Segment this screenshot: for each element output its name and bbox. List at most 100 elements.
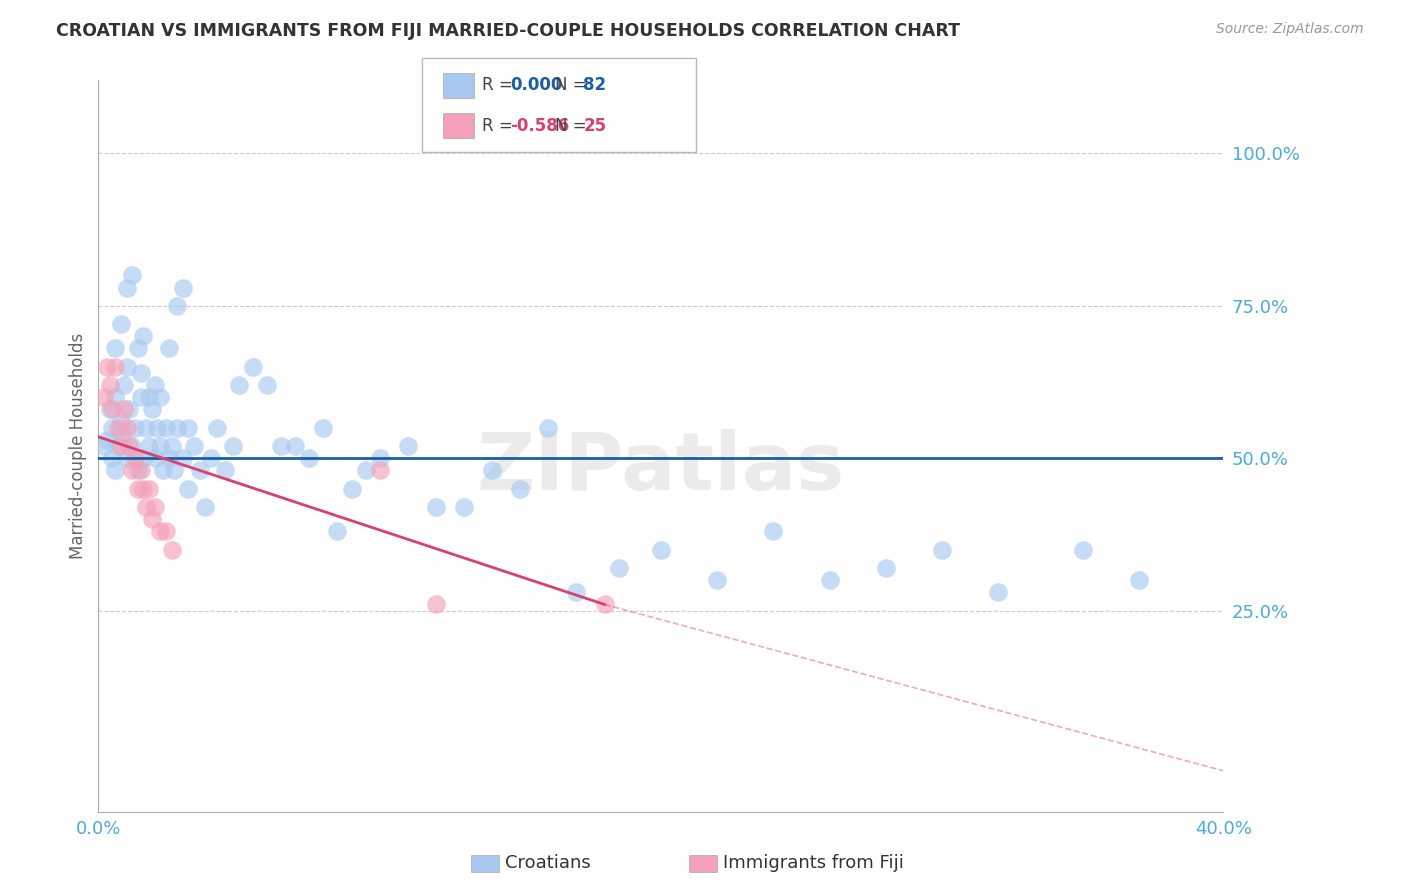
Point bbox=[132, 482, 155, 496]
Point bbox=[115, 451, 138, 466]
Point bbox=[172, 280, 194, 294]
Point bbox=[138, 482, 160, 496]
Point bbox=[565, 585, 588, 599]
Point bbox=[93, 390, 115, 404]
Point bbox=[183, 439, 205, 453]
Point bbox=[256, 378, 278, 392]
Point bbox=[129, 390, 152, 404]
Point bbox=[368, 451, 391, 466]
Point bbox=[132, 329, 155, 343]
Point bbox=[157, 451, 180, 466]
Point bbox=[270, 439, 292, 453]
Point bbox=[875, 561, 897, 575]
Point bbox=[194, 500, 217, 514]
Point bbox=[129, 463, 152, 477]
Point bbox=[101, 402, 124, 417]
Point bbox=[593, 598, 616, 612]
Point bbox=[537, 421, 560, 435]
Point bbox=[155, 421, 177, 435]
Point bbox=[607, 561, 630, 575]
Point bbox=[200, 451, 222, 466]
Point bbox=[104, 359, 127, 374]
Point bbox=[118, 439, 141, 453]
Point bbox=[143, 378, 166, 392]
Point bbox=[340, 482, 363, 496]
Point bbox=[124, 421, 146, 435]
Point bbox=[110, 317, 132, 331]
Text: N =: N = bbox=[555, 76, 592, 95]
Point bbox=[396, 439, 419, 453]
Point bbox=[143, 500, 166, 514]
Point bbox=[121, 439, 143, 453]
Point bbox=[172, 451, 194, 466]
Point bbox=[146, 421, 169, 435]
Point bbox=[1071, 542, 1094, 557]
Point bbox=[104, 390, 127, 404]
Point bbox=[326, 524, 349, 539]
Point bbox=[110, 439, 132, 453]
Text: R =: R = bbox=[482, 117, 519, 135]
Text: 82: 82 bbox=[583, 76, 606, 95]
Point bbox=[107, 439, 129, 453]
Point bbox=[214, 463, 236, 477]
Point bbox=[115, 280, 138, 294]
Point bbox=[143, 451, 166, 466]
Point bbox=[157, 342, 180, 356]
Text: Immigrants from Fiji: Immigrants from Fiji bbox=[723, 855, 904, 872]
Point bbox=[112, 402, 135, 417]
Point bbox=[284, 439, 307, 453]
Point bbox=[481, 463, 503, 477]
Text: ZIPatlas: ZIPatlas bbox=[477, 429, 845, 507]
Point bbox=[127, 463, 149, 477]
Point bbox=[650, 542, 672, 557]
Point bbox=[166, 299, 188, 313]
Point bbox=[152, 463, 174, 477]
Point bbox=[135, 500, 157, 514]
Point bbox=[177, 482, 200, 496]
Point bbox=[149, 524, 172, 539]
Point bbox=[762, 524, 785, 539]
Point bbox=[135, 421, 157, 435]
Point bbox=[155, 524, 177, 539]
Point bbox=[149, 439, 172, 453]
Point bbox=[104, 342, 127, 356]
Point bbox=[96, 433, 118, 447]
Point bbox=[166, 421, 188, 435]
Point bbox=[132, 451, 155, 466]
Point bbox=[228, 378, 250, 392]
Point bbox=[163, 463, 186, 477]
Point bbox=[818, 573, 841, 587]
Point bbox=[931, 542, 953, 557]
Text: 0.000: 0.000 bbox=[510, 76, 562, 95]
Point bbox=[312, 421, 335, 435]
Point bbox=[112, 378, 135, 392]
Point bbox=[124, 451, 146, 466]
Text: Source: ZipAtlas.com: Source: ZipAtlas.com bbox=[1216, 22, 1364, 37]
Point bbox=[205, 421, 228, 435]
Point bbox=[129, 366, 152, 380]
Point bbox=[425, 500, 447, 514]
Point bbox=[425, 598, 447, 612]
Point bbox=[127, 342, 149, 356]
Y-axis label: Married-couple Households: Married-couple Households bbox=[69, 333, 87, 559]
Text: 25: 25 bbox=[583, 117, 606, 135]
Point bbox=[110, 415, 132, 429]
Point bbox=[96, 359, 118, 374]
Point bbox=[118, 402, 141, 417]
Point bbox=[115, 359, 138, 374]
Point bbox=[101, 421, 124, 435]
Text: R =: R = bbox=[482, 76, 519, 95]
Point bbox=[121, 463, 143, 477]
Point bbox=[368, 463, 391, 477]
Point bbox=[509, 482, 531, 496]
Point bbox=[222, 439, 245, 453]
Point bbox=[93, 439, 115, 453]
Point bbox=[141, 402, 163, 417]
Point bbox=[107, 421, 129, 435]
Point bbox=[98, 378, 121, 392]
Point bbox=[987, 585, 1010, 599]
Point bbox=[1128, 573, 1150, 587]
Point bbox=[138, 390, 160, 404]
Point bbox=[101, 451, 124, 466]
Point bbox=[242, 359, 264, 374]
